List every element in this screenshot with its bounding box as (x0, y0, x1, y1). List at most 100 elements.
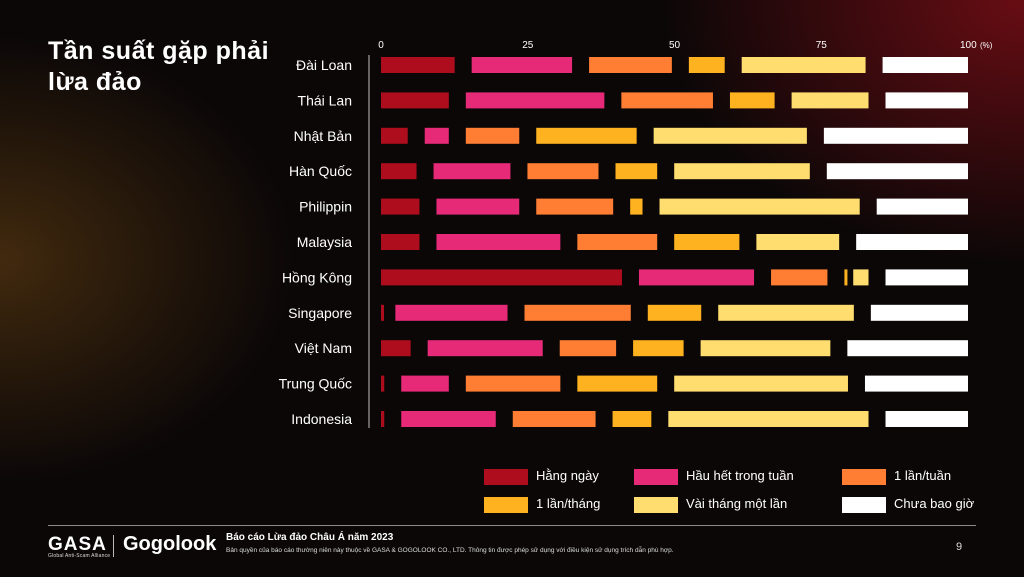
bar-segment (381, 269, 622, 286)
bar-segment (381, 234, 420, 250)
bar-segment (465, 127, 520, 144)
legend-label: 1 lần/tháng (536, 496, 601, 511)
bar-segment (527, 163, 599, 180)
legend-swatch (634, 497, 678, 513)
bar-segment (653, 127, 807, 144)
bar-segment (674, 234, 740, 250)
bar-segment (615, 163, 658, 180)
gogolook-logo: Gogolook (123, 533, 217, 555)
bar-segment (436, 198, 520, 215)
chart-legend: Hằng ngày Hầu hết trong tuần 1 lần/tuần 1 l… (484, 466, 1004, 516)
bar-segment (674, 375, 848, 392)
bar-segment (465, 92, 605, 109)
bar-segment (659, 198, 860, 215)
legend-swatch (842, 469, 886, 485)
category-label: Hàn Quốc (289, 163, 352, 179)
bar-segment (844, 269, 848, 286)
page-title: Tần suất gặp phải lừa đảo (48, 37, 270, 96)
bar-segment (424, 127, 449, 144)
x-tick-label: 25 (522, 40, 534, 51)
stacked-bar-chart: 0 25 50 75 100 (%) Đài Loan Thái Lan Nhật Bản Hàn… (279, 40, 993, 428)
bar-segment (524, 304, 631, 321)
category-label: Thái Lan (298, 92, 352, 108)
bar-segment (864, 375, 968, 392)
bar-segment (729, 92, 775, 109)
x-tick-label: 75 (816, 40, 828, 51)
category-label: Nhật Bản (294, 128, 352, 144)
bar-segment (633, 340, 684, 357)
bar-segment (853, 269, 869, 286)
category-label: Malaysia (297, 234, 352, 250)
gasa-logo: GASA (48, 534, 107, 555)
bar-segment (621, 92, 713, 109)
bar-segment (630, 198, 643, 215)
bar-segment (847, 340, 968, 357)
bar-segment (647, 304, 702, 321)
bar-segment (577, 375, 658, 392)
x-tick-label: 100 (960, 40, 977, 51)
category-label: Đài Loan (296, 57, 352, 73)
bar-segment (612, 411, 652, 427)
bar-segment (771, 269, 828, 286)
bar-segment (381, 411, 385, 427)
category-label: Hồng Kông (282, 269, 352, 285)
bar-segment (885, 411, 968, 427)
bar-segment (638, 269, 755, 286)
logo-separator (113, 535, 114, 557)
bar-segment (436, 234, 561, 250)
x-tick-label: 50 (669, 40, 681, 51)
bar-segment (577, 234, 658, 250)
bar-segment (536, 127, 637, 144)
bar-segment (381, 127, 408, 144)
bar-segment (381, 92, 449, 109)
bar-segment (870, 304, 968, 321)
bar-segment (885, 269, 968, 286)
bar-segment (381, 304, 384, 321)
legend-label: Chưa bao giờ (894, 496, 975, 511)
bar-segment (512, 411, 596, 427)
bar-segment (433, 163, 511, 180)
bar-segment (381, 57, 455, 73)
x-axis-unit: (%) (980, 41, 993, 50)
legend-label: Vài tháng một lần (686, 496, 788, 511)
legend-label: Hầu hết trong tuần (686, 468, 794, 483)
bar-segment (381, 198, 420, 215)
bar-segment (674, 163, 810, 180)
bar-segment (381, 375, 385, 392)
footer-divider (48, 525, 976, 526)
bar-segment (791, 92, 869, 109)
legend-swatch (484, 497, 528, 513)
bar-segment (756, 234, 840, 250)
legend-label: 1 lần/tuần (894, 468, 952, 483)
category-label: Indonesia (291, 411, 352, 427)
bar-segment (395, 304, 508, 321)
bar-segment (381, 163, 417, 180)
report-title: Báo cáo Lừa đảo Châu Á năm 2023 (226, 532, 394, 543)
bar-segment (668, 411, 869, 427)
category-label: Philippin (299, 199, 352, 215)
bar-segment (718, 304, 854, 321)
bar-segment (381, 340, 411, 357)
bar-segment (536, 198, 614, 215)
bar-segment (688, 57, 725, 73)
bar-segment (876, 198, 968, 215)
bar-segment (471, 57, 573, 73)
bar-segment (401, 411, 496, 427)
bar-segment (823, 127, 968, 144)
bar-segment (885, 92, 968, 109)
bar-segment (589, 57, 672, 73)
bar-segment (882, 57, 968, 73)
bar-segment (401, 375, 449, 392)
legend-swatch (484, 469, 528, 485)
bar-segment (427, 340, 543, 357)
bar-segment (741, 57, 866, 73)
bar-segment (465, 375, 561, 392)
copyright-notice: Bản quyền của báo cáo thường niên này th… (226, 547, 674, 554)
category-label: Singapore (288, 305, 352, 321)
bar-segment (700, 340, 831, 357)
gasa-logo-subtitle: Global Anti-Scam Alliance (48, 553, 111, 559)
legend-swatch (634, 469, 678, 485)
legend-label: Hằng ngày (536, 468, 599, 483)
x-tick-label: 0 (378, 40, 384, 51)
bar-segment (826, 163, 968, 180)
